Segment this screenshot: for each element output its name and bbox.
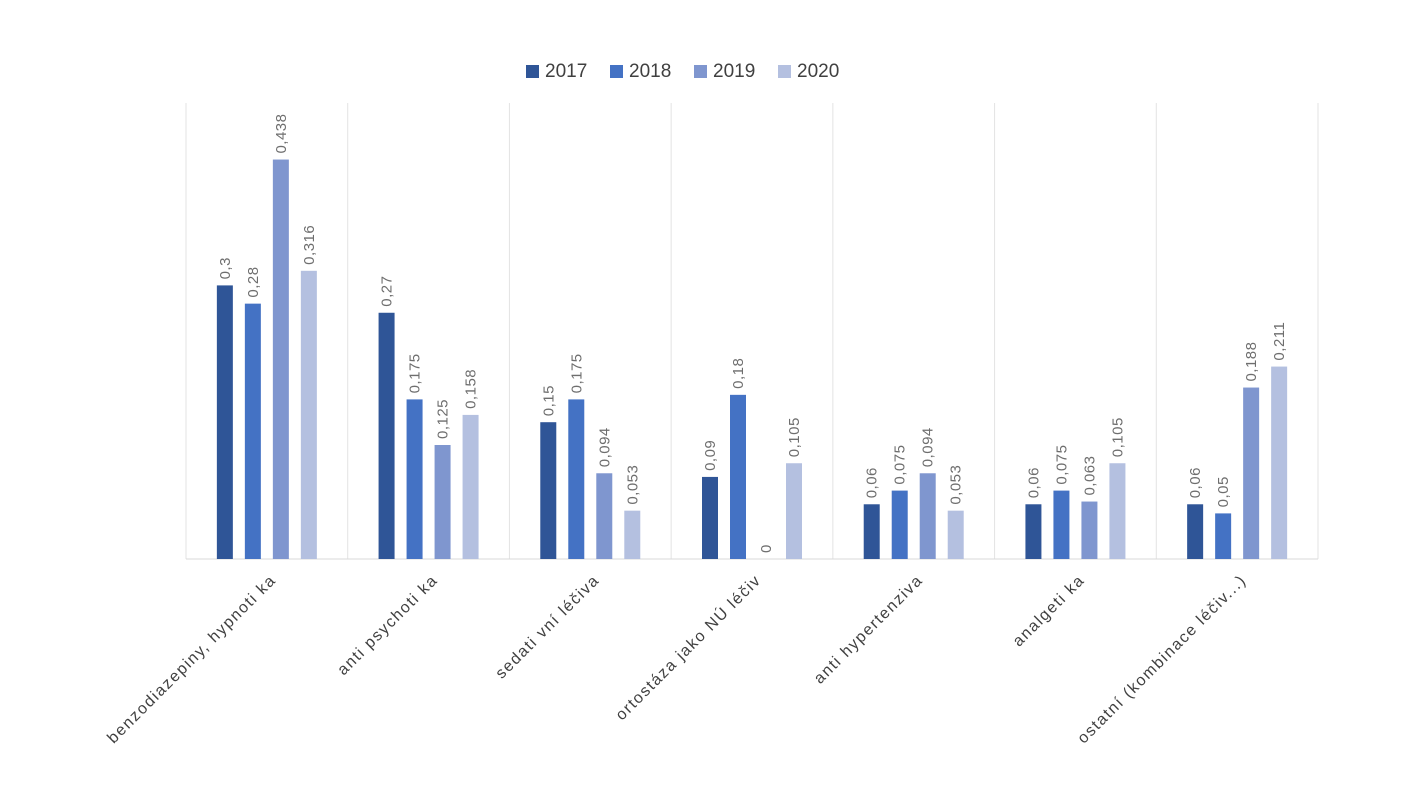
data-label: 0,27 bbox=[379, 276, 396, 307]
data-label: 0,105 bbox=[786, 417, 803, 457]
data-label: 0,158 bbox=[463, 369, 480, 409]
value-labels: 0,3 0,28 0,438 0,316 0,27 0,175 0,125 0,158 0,15… bbox=[217, 113, 1288, 553]
data-label: 0,175 bbox=[568, 353, 585, 393]
data-label: 0 bbox=[758, 544, 775, 553]
bar-2020 bbox=[1109, 463, 1126, 559]
data-label: 0,18 bbox=[730, 358, 747, 389]
bar-2020 bbox=[786, 463, 802, 559]
bar-2017 bbox=[863, 504, 880, 559]
bar-2019 bbox=[434, 445, 451, 559]
legend-label-2018: 2018 bbox=[629, 61, 671, 82]
bar-2018 bbox=[568, 399, 585, 559]
data-label: 0,075 bbox=[892, 445, 909, 485]
bar-2019 bbox=[919, 473, 936, 559]
bar-2018 bbox=[730, 394, 746, 559]
category-label: ortostáza jako NÚ léčiv bbox=[611, 570, 765, 724]
bar-2019 bbox=[272, 159, 289, 559]
legend-swatch-2018 bbox=[610, 65, 623, 78]
data-label: 0,06 bbox=[1187, 467, 1204, 498]
data-label: 0,211 bbox=[1271, 322, 1288, 361]
category-labels: benzodiazepiny, hypnoti ka anti psychoti … bbox=[104, 570, 1250, 747]
bars bbox=[216, 159, 1288, 559]
bar-2018 bbox=[891, 490, 908, 559]
data-label: 0,188 bbox=[1243, 341, 1260, 381]
category-label: benzodiazepiny, hypnoti ka bbox=[104, 572, 279, 747]
legend-swatch-2019 bbox=[694, 65, 707, 78]
bar-2017 bbox=[216, 285, 233, 559]
category-separators bbox=[185, 103, 1319, 559]
data-label: 0,125 bbox=[435, 399, 452, 439]
bar-2020 bbox=[300, 270, 317, 559]
legend: 2017 2018 2019 2020 bbox=[526, 61, 839, 82]
category-label: anti hypertenziva bbox=[811, 572, 927, 688]
data-label: 0,053 bbox=[948, 465, 965, 505]
data-label: 0,3 bbox=[217, 257, 234, 279]
bar-2018 bbox=[244, 303, 261, 559]
data-label: 0,438 bbox=[273, 113, 290, 153]
bar-2019 bbox=[596, 473, 613, 559]
data-label: 0,15 bbox=[540, 385, 557, 416]
bar-2017 bbox=[1025, 504, 1042, 559]
data-label: 0,105 bbox=[1109, 417, 1126, 457]
bar-2020 bbox=[462, 414, 479, 559]
data-label: 0,316 bbox=[301, 225, 318, 265]
bar-2017 bbox=[702, 476, 718, 559]
data-label: 0,28 bbox=[245, 266, 262, 297]
bar-2018 bbox=[1053, 490, 1070, 559]
bar-2020 bbox=[624, 510, 641, 559]
bar-2020 bbox=[947, 510, 964, 559]
category-label: ostatní (kombinace léčiv...) bbox=[1075, 572, 1250, 747]
data-label: 0,094 bbox=[596, 427, 613, 467]
legend-swatch-2020 bbox=[778, 65, 791, 78]
bar-2017 bbox=[378, 312, 395, 559]
data-label: 0,05 bbox=[1215, 476, 1232, 507]
bar-2020 bbox=[1271, 366, 1288, 559]
data-label: 0,063 bbox=[1081, 455, 1098, 495]
bar-2017 bbox=[540, 422, 557, 559]
bar-2019 bbox=[1243, 387, 1260, 559]
category-label: analgeti ka bbox=[1010, 572, 1088, 650]
data-label: 0,06 bbox=[864, 467, 881, 498]
bar-2018 bbox=[406, 399, 423, 559]
legend-label-2017: 2017 bbox=[545, 61, 587, 82]
bar-2019 bbox=[1081, 501, 1098, 559]
data-label: 0,075 bbox=[1053, 445, 1070, 485]
data-label: 0,053 bbox=[624, 465, 641, 505]
legend-label-2019: 2019 bbox=[713, 61, 755, 82]
data-label: 0,09 bbox=[702, 440, 719, 471]
legend-label-2020: 2020 bbox=[797, 61, 839, 82]
data-label: 0,06 bbox=[1025, 467, 1042, 498]
category-label: sedati vní léčiva bbox=[493, 572, 604, 683]
data-label: 0,175 bbox=[407, 353, 424, 393]
category-label: anti psychoti ka bbox=[334, 572, 441, 679]
data-label: 0,094 bbox=[920, 427, 937, 467]
legend-swatch-2017 bbox=[526, 65, 539, 78]
bar-2017 bbox=[1187, 504, 1204, 559]
bar-2018 bbox=[1215, 513, 1232, 559]
